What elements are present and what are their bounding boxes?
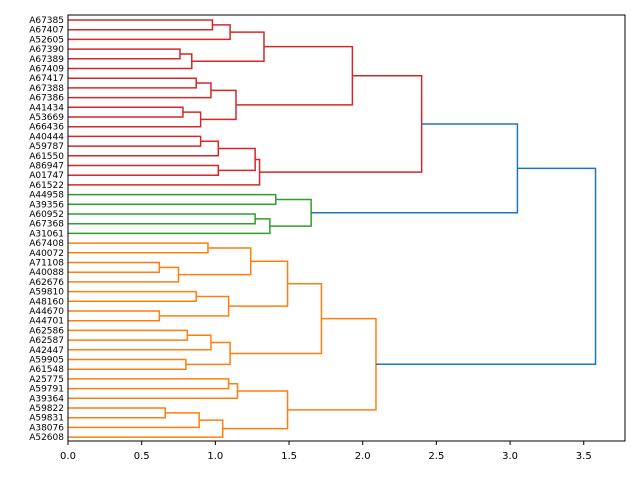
link-n35-n41 xyxy=(287,317,377,411)
leaf-labels: A67385A67407A52605A67390A67389A67409A674… xyxy=(29,16,64,443)
leaf-label-A67390: A67390 xyxy=(29,45,64,55)
leaf-label-A39364: A39364 xyxy=(29,394,64,404)
leaf-label-A59831: A59831 xyxy=(29,414,64,424)
link-A44670-A44701 xyxy=(68,310,161,322)
link-A67408-A40072 xyxy=(68,242,209,254)
link-n17-n21 xyxy=(311,123,519,214)
x-tick-label-7: 3.5 xyxy=(576,451,592,462)
link-n39-A52608 xyxy=(68,419,224,438)
dendrogram-links xyxy=(68,19,597,438)
link-n22-n42 xyxy=(375,167,597,365)
link-n5-n10 xyxy=(235,45,354,106)
leaf-label-A39356: A39356 xyxy=(29,200,64,210)
leaf-label-A40444: A40444 xyxy=(29,132,64,142)
leaf-label-A86947: A86947 xyxy=(29,162,64,172)
x-tick-label-5: 2.5 xyxy=(428,451,444,462)
leaf-label-A67388: A67388 xyxy=(29,84,64,94)
link-A60952-A67368 xyxy=(68,213,256,225)
link-n7-n9 xyxy=(200,89,237,121)
link-n6-A67386 xyxy=(68,82,212,99)
link-n27-n28 xyxy=(159,295,230,317)
link-n26-n29 xyxy=(228,260,289,307)
link-n23-n25 xyxy=(178,247,252,276)
leaf-label-A38076: A38076 xyxy=(29,423,64,433)
x-tick-label-3: 1.5 xyxy=(281,451,297,462)
link-A59810-A48160 xyxy=(68,290,197,303)
link-A67417-A67388 xyxy=(68,77,197,89)
leaf-label-A59787: A59787 xyxy=(29,142,64,152)
leaf-label-A66436: A66436 xyxy=(29,123,64,133)
link-A41434-A53669 xyxy=(68,106,184,118)
leaf-label-A67409: A67409 xyxy=(29,65,64,75)
leaf-label-A61522: A61522 xyxy=(29,181,64,191)
leaf-label-A67408: A67408 xyxy=(29,239,64,249)
leaf-label-A67385: A67385 xyxy=(29,16,64,26)
leaf-label-A42447: A42447 xyxy=(29,346,64,356)
link-A59822-A59831 xyxy=(68,407,167,419)
link-n32-n33 xyxy=(185,341,231,366)
link-A40444-A59787 xyxy=(68,135,202,147)
leaf-label-A25775: A25775 xyxy=(29,375,64,385)
leaf-label-A67389: A67389 xyxy=(29,55,64,65)
link-n2-A67409 xyxy=(68,53,193,70)
leaf-label-A40072: A40072 xyxy=(29,249,64,259)
leaf-label-A53669: A53669 xyxy=(29,113,64,123)
link-A67390-A67389 xyxy=(68,48,181,60)
leaf-label-A71108: A71108 xyxy=(29,259,64,269)
link-n13-n14 xyxy=(218,147,256,172)
leaf-label-A67407: A67407 xyxy=(29,26,64,36)
x-tick-label-0: 0.0 xyxy=(60,451,76,462)
link-n37-n40 xyxy=(222,390,289,430)
link-n15-A61522 xyxy=(68,158,261,186)
link-A44958-A39356 xyxy=(68,193,277,206)
leaf-label-A62587: A62587 xyxy=(29,336,64,346)
leaf-label-A59791: A59791 xyxy=(29,385,64,395)
link-A59905-A61548 xyxy=(68,358,187,370)
x-tick-label-6: 3.0 xyxy=(502,451,518,462)
leaf-label-A40088: A40088 xyxy=(29,268,64,278)
leaf-label-A44958: A44958 xyxy=(29,191,64,201)
leaf-label-A59810: A59810 xyxy=(29,288,64,298)
leaf-label-A52608: A52608 xyxy=(29,433,64,443)
link-A25775-A59791 xyxy=(68,378,230,390)
link-n12-A61550 xyxy=(68,140,220,157)
leaf-label-A01747: A01747 xyxy=(29,171,64,181)
leaf-label-A67386: A67386 xyxy=(29,94,64,104)
leaf-label-A59822: A59822 xyxy=(29,404,64,414)
x-tick-label-2: 1.0 xyxy=(207,451,223,462)
leaf-label-A60952: A60952 xyxy=(29,210,64,220)
leaf-label-A52605: A52605 xyxy=(29,35,64,45)
leaf-label-A48160: A48160 xyxy=(29,297,64,307)
link-n24-A62676 xyxy=(68,266,180,283)
link-n4-n3 xyxy=(191,31,265,62)
x-tick-label-1: 0.5 xyxy=(134,451,150,462)
link-A67385-A67407 xyxy=(68,19,214,31)
link-n38-A38076 xyxy=(68,412,200,429)
leaf-label-A44701: A44701 xyxy=(29,317,64,327)
link-n1-A52605 xyxy=(68,24,231,41)
leaf-label-A31061: A31061 xyxy=(29,229,64,239)
leaf-label-A67417: A67417 xyxy=(29,74,64,84)
link-A62586-A62587 xyxy=(68,329,189,341)
link-n19-A31061 xyxy=(68,218,271,235)
link-n31-A42447 xyxy=(68,334,212,351)
link-A71108-A40088 xyxy=(68,261,161,273)
link-n11-n16 xyxy=(259,75,423,173)
leaf-label-A41434: A41434 xyxy=(29,103,64,113)
leaf-label-A62676: A62676 xyxy=(29,278,64,288)
x-tick-label-4: 2.0 xyxy=(355,451,371,462)
leaf-label-A44670: A44670 xyxy=(29,307,64,317)
leaf-label-A67368: A67368 xyxy=(29,220,64,230)
link-A86947-A01747 xyxy=(68,164,220,176)
plot-frame xyxy=(67,14,626,442)
leaf-label-A62586: A62586 xyxy=(29,326,64,336)
leaf-label-A61550: A61550 xyxy=(29,152,64,162)
leaf-label-A61548: A61548 xyxy=(29,365,64,375)
link-n30-n34 xyxy=(230,282,323,355)
link-n36-A39364 xyxy=(68,383,239,400)
leaf-label-A59905: A59905 xyxy=(29,356,64,366)
link-n8-A66436 xyxy=(68,111,202,128)
x-axis: 0.0 0.5 1.0 1.5 2.0 2.5 3.0 3.5 xyxy=(60,441,592,462)
